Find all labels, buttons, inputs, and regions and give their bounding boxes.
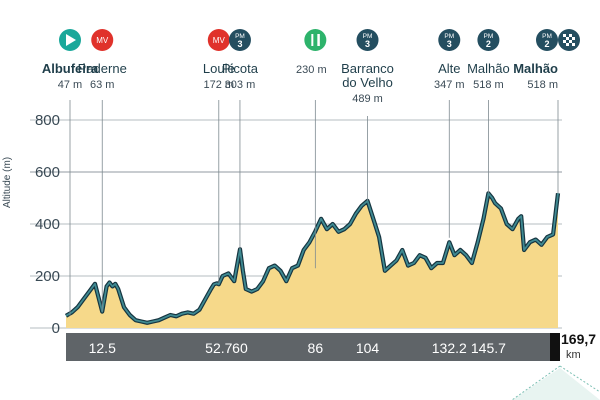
waypoint-altitude: 518 m: [473, 79, 504, 91]
x-tick-label-6: 145.7: [471, 340, 506, 356]
sprint-icon-text: MV: [96, 36, 109, 45]
waypoint-7: PM2 Malhão 518 m: [467, 29, 510, 91]
checkered-flag-square: [566, 43, 569, 46]
mountain-2-icon-text: PM: [484, 33, 494, 40]
mountain-3-icon-text: PM: [235, 33, 245, 40]
finish-mountain-icon-circle: [536, 29, 558, 51]
end-distance-unit: km: [566, 349, 581, 361]
y-tick-label-600: 600: [35, 164, 60, 181]
feed-zone-icon-fork: [311, 34, 314, 46]
waypoint-name: Albufeira: [42, 61, 99, 76]
mountain-3-icon-circle: [228, 29, 251, 51]
mountain-3-icon-number: 3: [447, 39, 452, 49]
y-tick-label-200: 200: [35, 268, 60, 285]
mountain-3-icon-text: PM: [363, 33, 373, 40]
zoom-connector: [511, 365, 600, 400]
x-tick-label-1: 52.7: [205, 340, 232, 356]
waypoint-guide-lines: [69, 100, 559, 316]
mountain-3-icon-circle: [438, 29, 461, 51]
y-tick-label-800: 800: [35, 112, 60, 129]
feed-zone-icon-knife: [317, 34, 320, 46]
finish-mountain-icon-text: PM: [542, 33, 552, 40]
elevation-line: [65, 192, 559, 324]
start-flag-icon-arrow: [66, 34, 76, 46]
x-tick-label-2: 60: [232, 340, 248, 356]
waypoint-1: MV Paderne 63 m: [78, 29, 127, 91]
x-tick-label-5: 132.2: [432, 340, 467, 356]
waypoint-name: Malhão: [467, 61, 510, 76]
waypoint-altitude: 172 m: [204, 79, 235, 91]
waypoint-name: do Velho: [342, 75, 393, 90]
waypoint-3: PM3 Picota 303 m: [222, 29, 259, 91]
waypoint-name: Paderne: [78, 61, 127, 76]
waypoint-name: Picota: [222, 61, 259, 76]
waypoint-name: Malhão: [513, 61, 558, 76]
waypoint-altitude: 518 m: [527, 79, 558, 91]
finish-marker-block: [550, 333, 560, 361]
elevation-fill: [66, 193, 558, 328]
waypoint-0: Albufeira 47 m: [42, 29, 99, 91]
mountain-3-icon-circle: [356, 29, 379, 51]
mountain-3-icon-number: 3: [365, 39, 370, 49]
connector-fill: [512, 368, 600, 400]
x-tick-label-0: 12.5: [89, 340, 116, 356]
waypoint-name: Barranco: [341, 61, 394, 76]
connector-line-left: [511, 365, 561, 400]
mountain-3-icon-text: PM: [444, 33, 454, 40]
waypoint-name: Loulé: [203, 61, 235, 76]
waypoint-altitude: 230 m: [296, 64, 327, 76]
waypoint-name: Alte: [438, 61, 460, 76]
waypoint-altitude: 303 m: [225, 79, 256, 91]
waypoint-altitude: 63 m: [90, 79, 114, 91]
checkered-flag-square: [572, 43, 575, 46]
checkered-flag-square: [563, 40, 566, 43]
y-axis-ticks: 0 200 400 600 800: [35, 112, 60, 337]
sprint-icon-circle: [91, 29, 114, 51]
checkered-flag-square: [566, 37, 569, 40]
checkered-flag-square: [572, 37, 575, 40]
y-axis-label-text: Altitude (m): [2, 156, 13, 208]
waypoint-4: 230 m: [296, 29, 327, 76]
checkered-flag-square: [569, 34, 572, 37]
finish-mountain-icon-number: 2: [544, 39, 549, 49]
feed-zone-icon: [304, 29, 327, 51]
mountain-2-icon-number: 2: [486, 39, 491, 49]
mountain-3-icon-number: 3: [237, 39, 242, 49]
waypoint-altitude: 489 m: [352, 93, 383, 105]
waypoint-altitude: 347 m: [434, 79, 465, 91]
elevation-area: [64, 191, 561, 328]
sprint-icon-text: MV: [213, 36, 226, 45]
y-tick-label-400: 400: [35, 216, 60, 233]
waypoint-altitude: 47 m: [58, 79, 82, 91]
waypoint-2: MV Loulé 172 m: [203, 29, 235, 91]
x-axis-bar: 12.5 52.7 60 86 104 132.2 145.7 169,7 km: [66, 331, 596, 361]
y-tick-label-0: 0: [52, 320, 60, 337]
sprint-icon-circle: [207, 29, 230, 51]
mountain-2-icon-circle: [477, 29, 500, 51]
waypoint-8: PM2 Malhão 518 m: [513, 29, 580, 91]
x-tick-label-4: 104: [356, 340, 380, 356]
end-distance-label: 169,7: [561, 331, 596, 347]
checkered-flag-square: [563, 34, 566, 37]
x-tick-label-3: 86: [308, 340, 324, 356]
x-axis-band: [66, 333, 550, 361]
checkered-flag-square: [569, 40, 572, 43]
waypoint-6: PM3 Alte 347 m: [434, 29, 465, 91]
